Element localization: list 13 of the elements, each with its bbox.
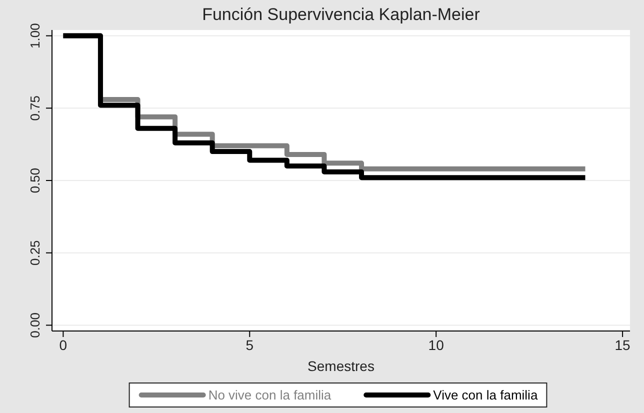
legend-label: No vive con la familia: [208, 388, 332, 403]
x-axis-title: Semestres: [308, 358, 374, 374]
x-tick-label: 10: [428, 336, 444, 353]
y-tick-label: 0.75: [27, 95, 42, 121]
y-tick-label: 0.25: [27, 240, 42, 266]
y-tick-label: 0.00: [27, 312, 42, 338]
y-tick-label: 1.00: [27, 23, 42, 48]
x-tick-label: 15: [614, 336, 631, 353]
x-tick-label: 0: [59, 336, 68, 353]
legend-label: Vive con la familia: [433, 388, 538, 403]
chart-title: Función Supervivencia Kaplan-Meier: [202, 5, 480, 24]
x-tick-label: 5: [246, 336, 254, 353]
y-tick-label: 0.50: [27, 168, 42, 194]
